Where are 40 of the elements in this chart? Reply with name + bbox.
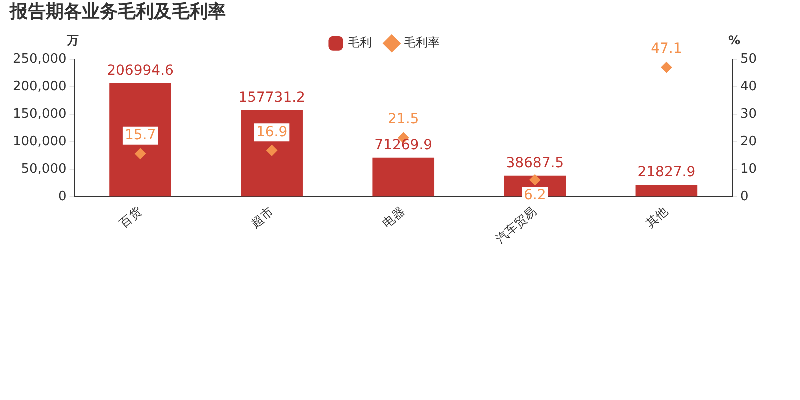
data-label: 206994.6 — [107, 62, 174, 79]
y-tick-label: 50,000 — [21, 162, 67, 177]
data-label: 21.5 — [388, 112, 420, 128]
y-tick-label: 200,000 — [12, 79, 67, 94]
chart-title: 报告期各业务毛利及毛利率 — [9, 1, 226, 22]
bar — [241, 110, 303, 197]
y2-tick-label: 50 — [740, 52, 758, 67]
point — [661, 62, 672, 74]
bar — [110, 83, 172, 197]
legend-label: 毛利率 — [404, 36, 440, 50]
data-label: 47.1 — [651, 41, 682, 58]
data-label: 16.9 — [256, 124, 288, 140]
x-tick-label: 电器 — [380, 204, 408, 231]
data-label: 71269.9 — [374, 138, 433, 154]
bar — [372, 158, 435, 197]
y-tick-label: 100,000 — [12, 134, 67, 150]
y2-tick-label: 20 — [740, 134, 758, 150]
y-tick-label: 150,000 — [12, 106, 67, 122]
y-tick-label: 250,000 — [12, 52, 67, 67]
data-label: 21827.9 — [638, 164, 696, 181]
data-label: 38687.5 — [506, 155, 564, 172]
x-tick-label: 汽车贸易 — [493, 204, 540, 246]
legend-label: 毛利 — [348, 36, 372, 50]
y2-tick-label: 10 — [740, 162, 758, 177]
point — [266, 145, 278, 156]
data-label: 157731.2 — [238, 90, 306, 106]
y2-tick-label: 0 — [740, 189, 749, 204]
data-label: 15.7 — [124, 128, 156, 144]
y2-tick-label: 30 — [740, 106, 758, 122]
x-tick-label: 超市 — [248, 204, 276, 231]
point — [135, 148, 146, 160]
data-label: 6.2 — [524, 188, 546, 204]
y-tick-label: 0 — [58, 189, 67, 204]
y2-axis-title: % — [728, 34, 740, 48]
bar — [636, 185, 698, 197]
y2-tick-label: 40 — [740, 79, 758, 94]
x-tick-label: 其他 — [643, 204, 671, 231]
point — [530, 174, 541, 186]
y-axis-title: 万 — [66, 34, 79, 48]
x-tick-label: 百货 — [117, 204, 144, 231]
